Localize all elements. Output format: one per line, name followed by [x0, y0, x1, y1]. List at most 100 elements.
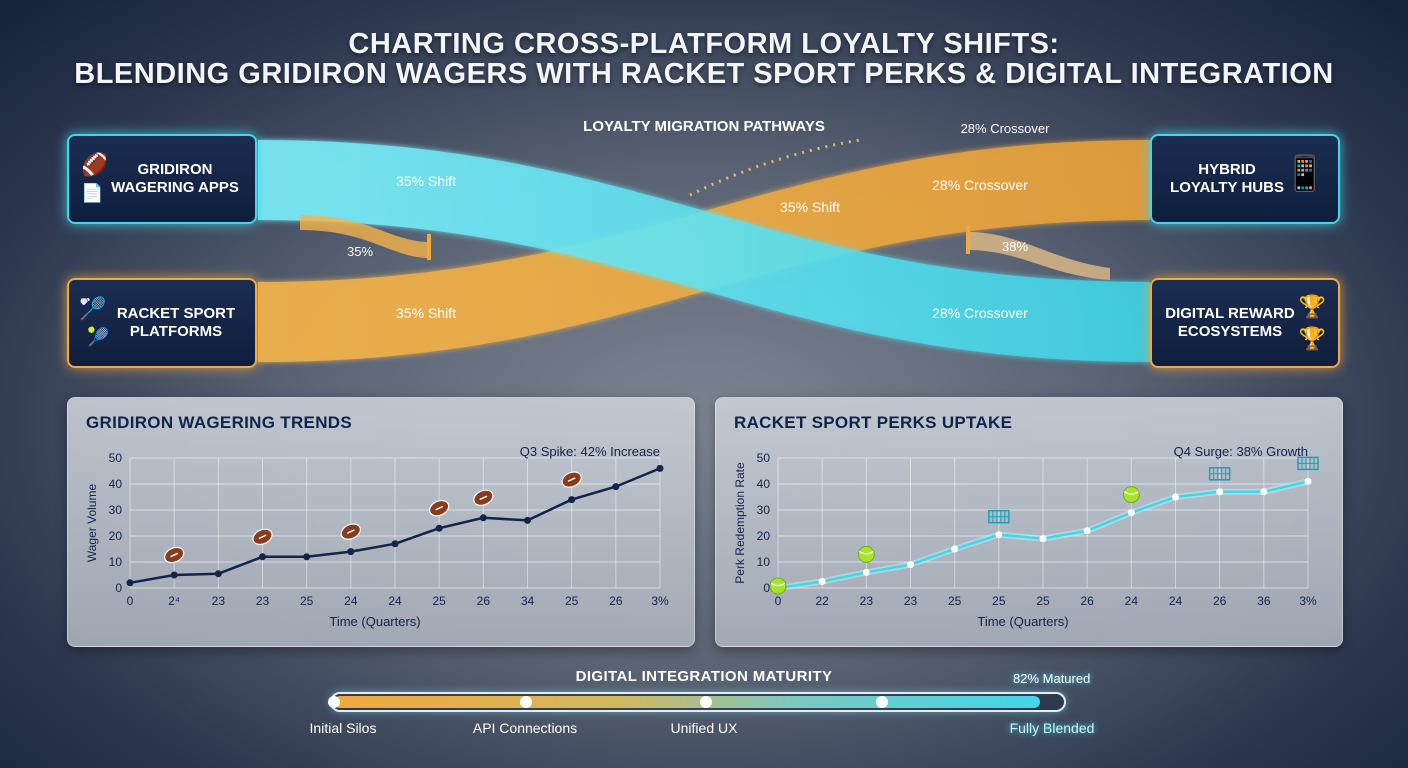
football-icon	[561, 471, 582, 488]
football-lace	[479, 495, 488, 501]
tennis-ball-seam	[770, 582, 786, 587]
y-axis-label: Perk Redemption Rate	[733, 462, 747, 584]
x-tick-label: 23	[904, 594, 918, 608]
x-tick-label: 25	[565, 594, 579, 608]
x-tick-label: 25	[1036, 594, 1050, 608]
net-icon	[1297, 456, 1319, 471]
stage-label-fully-blended: Fully Blended	[1009, 720, 1095, 736]
net-icon	[1208, 467, 1231, 481]
node-label: RACKET SPORT PLATFORMS	[116, 305, 236, 340]
data-point	[1083, 527, 1091, 535]
football-icon	[164, 546, 185, 564]
node-racket-sport-platforms: 🏸 🎾 RACKET SPORT PLATFORMS	[67, 278, 257, 368]
x-axis-label: Time (Quarters)	[977, 614, 1068, 629]
data-point	[170, 571, 178, 579]
node-label: GRIDIRON WAGERING APPS	[111, 161, 239, 196]
x-tick-label: 24	[344, 594, 358, 608]
trophy-icon: 🏆	[1298, 294, 1326, 319]
x-tick-label: 2⁴	[168, 594, 180, 608]
stage-dot	[328, 696, 340, 708]
data-point	[1127, 509, 1135, 517]
document-icon: 📄	[81, 183, 104, 203]
x-tick-label: 24	[1169, 594, 1183, 608]
y-tick-label: 0	[763, 581, 770, 595]
stage-label-api-connections: API Connections	[472, 720, 578, 736]
y-tick-label: 20	[757, 529, 771, 543]
data-point	[214, 570, 222, 578]
ball-icon: 🎾	[87, 327, 110, 347]
x-tick-label: 34	[521, 594, 535, 608]
node-digital-reward-ecosystems: DIGITAL REWARD ECOSYSTEMS 🏆 🏆	[1150, 278, 1340, 368]
maturity-progress-fill	[334, 696, 1041, 708]
data-point	[347, 548, 355, 556]
main-title-line-2: BLENDING GRIDIRON WAGERS WITH RACKET SPO…	[74, 58, 1334, 90]
data-point	[1172, 493, 1179, 501]
data-point	[862, 568, 870, 576]
football-icon	[340, 523, 361, 540]
data-point	[1260, 488, 1268, 496]
x-tick-label: 26	[1213, 594, 1227, 608]
racket-icon: 🏸	[79, 296, 107, 321]
data-point	[524, 516, 531, 524]
y-tick-label: 30	[109, 503, 123, 517]
racket-perks-panel: RACKET SPORT PERKS UPTAKE 0 10 20 30 40 50 0 22…	[715, 397, 1343, 647]
data-point	[391, 540, 399, 548]
flow-title: LOYALTY MIGRATION PATHWAYS	[583, 118, 825, 135]
y-tick-label: 20	[109, 529, 123, 543]
maturity-title: DIGITAL INTEGRATION MATURITY	[575, 668, 833, 685]
chart-title: GRIDIRON WAGERING TRENDS	[86, 413, 352, 432]
data-point	[818, 578, 826, 585]
data-point	[612, 483, 620, 491]
flow-label-top-left-shift: 35% Shift	[396, 173, 456, 189]
x-axis-label: Time (Quarters)	[329, 614, 420, 629]
football-lace	[435, 505, 444, 511]
data-point	[1216, 488, 1224, 496]
flow-label-left-small: 35%	[347, 244, 373, 259]
maturity-progress-bar	[328, 692, 1066, 712]
flow-label-bottom-right-crossover: 28% Crossover	[932, 305, 1028, 321]
data-point	[656, 464, 664, 472]
football-lace	[258, 534, 267, 540]
flow-gridiron-to-reward	[258, 140, 1150, 362]
data-point	[995, 531, 1003, 539]
data-point	[568, 496, 576, 504]
x-tick-label: 23	[256, 594, 270, 608]
y-tick-label: 50	[757, 451, 771, 465]
tennis-ball-icon	[857, 545, 875, 563]
flow-label-middle-shift: 35% Shift	[780, 199, 840, 215]
x-tick-label: 26	[477, 594, 491, 608]
y-tick-label: 10	[109, 555, 123, 569]
x-tick-label: 24	[1125, 594, 1139, 608]
tennis-ball-icon	[1122, 486, 1140, 504]
node-hybrid-loyalty-hubs: HYBRID LOYALTY HUBS 📱	[1150, 134, 1340, 224]
flow-right-marker	[966, 226, 970, 254]
football-lace	[567, 477, 576, 482]
racket-perks-line-chart: 0 10 20 30 40 50 0 22 23 23 25 25 25 26 24 24 26 36 3% Time…	[733, 444, 1319, 629]
data-point	[126, 579, 134, 587]
flow-label-right-small: 38%	[1002, 239, 1028, 254]
flow-left-marker	[427, 234, 431, 260]
flow-label-top-right-crossover: 28% Crossover	[932, 177, 1028, 193]
tennis-ball-seam	[858, 550, 874, 555]
node-label: DIGITAL REWARD ECOSYSTEMS	[1165, 305, 1295, 340]
y-tick-label: 40	[109, 477, 123, 491]
flow-left-small-stream	[300, 215, 430, 258]
y-tick-label: 0	[115, 581, 122, 595]
y-tick-label: 50	[109, 451, 123, 465]
stage-dot	[520, 696, 532, 708]
y-tick-label: 10	[757, 555, 771, 569]
data-point	[259, 553, 266, 561]
chart-annotation: Q4 Surge: 38% Growth	[1174, 444, 1308, 459]
data-point	[907, 561, 914, 569]
gridiron-trends-panel: GRIDIRON WAGERING TRENDS 0 10 20 30 40 50 0 2⁴ 2…	[67, 397, 695, 647]
stage-dot	[876, 696, 888, 708]
data-point	[479, 514, 487, 522]
node-label: HYBRID LOYALTY HUBS	[1170, 161, 1284, 196]
x-tick-label: 25	[992, 594, 1006, 608]
chart-annotation: Q3 Spike: 42% Increase	[520, 444, 660, 459]
stage-label-initial-silos: Initial Silos	[309, 720, 377, 736]
data-point	[1304, 477, 1312, 485]
data-point	[435, 524, 443, 532]
chart-title: RACKET SPORT PERKS UPTAKE	[734, 413, 1013, 432]
y-tick-label: 30	[757, 503, 771, 517]
